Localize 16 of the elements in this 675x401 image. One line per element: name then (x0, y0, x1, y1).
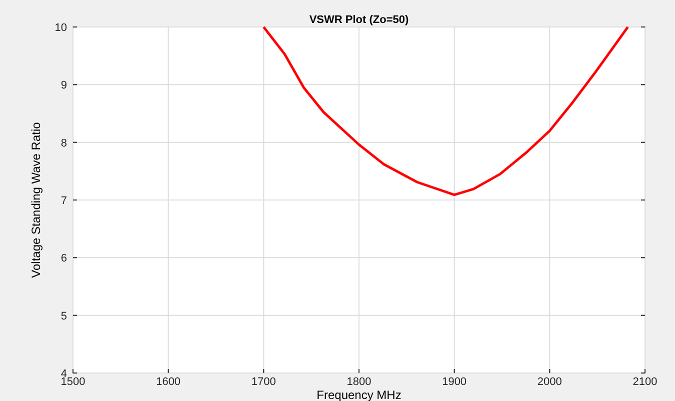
y-tick-label: 7 (60, 195, 67, 207)
x-tick-label: 2100 (632, 376, 658, 388)
x-tick-label: 1800 (346, 376, 372, 388)
y-tick-label: 10 (54, 22, 67, 34)
line-series (262, 26, 630, 196)
y-tick-label: 9 (60, 80, 67, 92)
y-axis-title: Voltage Standing Wave Ratio (29, 122, 43, 278)
x-tick-label: 1900 (442, 376, 467, 388)
x-tick-label: 2000 (537, 376, 562, 388)
y-tick-label: 6 (60, 252, 67, 265)
y-tick-label: 8 (60, 137, 67, 150)
x-tick-label: 1500 (60, 376, 86, 388)
x-tick-label: 1700 (251, 376, 276, 388)
chart-title: VSWR Plot (Zo=50) (309, 14, 409, 26)
x-tick-label: 1600 (156, 376, 181, 388)
y-tick-label: 5 (60, 310, 67, 322)
